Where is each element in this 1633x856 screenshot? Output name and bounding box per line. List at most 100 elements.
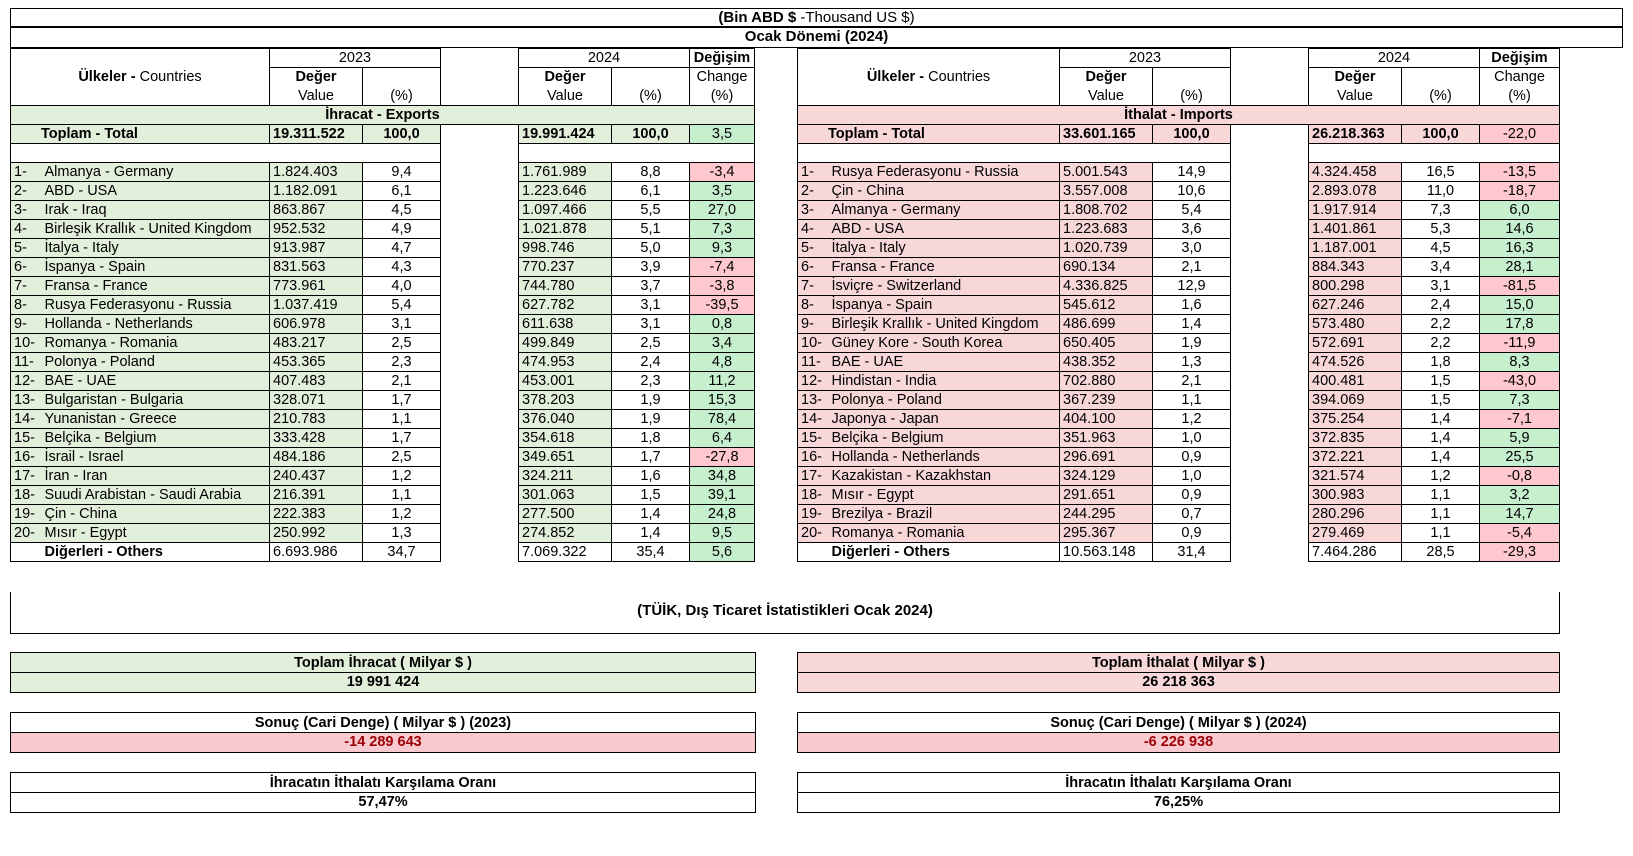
total-pct-2023: 100,0 xyxy=(362,124,441,144)
pct-2024-cell: 2,3 xyxy=(611,371,690,391)
rank-cell: 2- xyxy=(10,181,42,201)
pct-2024-cell: 1,2 xyxy=(1401,466,1480,486)
spacer-column xyxy=(440,143,519,163)
pct-2023-cell: 5,4 xyxy=(362,295,441,315)
countries-label-en: Countries xyxy=(135,69,202,85)
value-2023-cell: 250.992 xyxy=(269,523,363,543)
rank-cell: 3- xyxy=(797,200,829,220)
pct-2023-cell: 0,7 xyxy=(1152,504,1231,524)
pct-2024-cell: 1,5 xyxy=(1401,390,1480,410)
table-row: 8- İspanya - Spain 545.612 1,6 627.246 2,4 15,… xyxy=(797,295,1560,315)
value-2024-cell: 884.343 xyxy=(1308,257,1402,277)
value-header-tr: Değer xyxy=(1308,67,1402,87)
value-header-en: Value xyxy=(269,86,363,106)
value-2024-cell: 400.481 xyxy=(1308,371,1402,391)
change-cell: 39,1 xyxy=(689,485,755,505)
table-row: 13- Polonya - Poland 367.239 1,1 394.069 1,5 7… xyxy=(797,390,1560,410)
pct-2023-cell: 3,6 xyxy=(1152,219,1231,239)
others-value-2024: 7.464.286 xyxy=(1308,542,1402,562)
total-pct-2024: 100,0 xyxy=(1401,124,1480,144)
value-2023-cell: 863.867 xyxy=(269,200,363,220)
spacer-column xyxy=(440,352,519,372)
balance-2024-title: Sonuç (Cari Denge) ( Milyar $ ) (2024) xyxy=(797,712,1560,733)
pct-2023-cell: 2,1 xyxy=(1152,257,1231,277)
pct-2023-cell: 9,4 xyxy=(362,162,441,182)
total-pct-2023: 100,0 xyxy=(1152,124,1231,144)
balance-2023-title: Sonuç (Cari Denge) ( Milyar $ ) (2023) xyxy=(10,712,756,733)
balance-2024-value: -6 226 938 xyxy=(797,733,1560,753)
spacer-column xyxy=(440,219,519,239)
change-cell: 15,0 xyxy=(1479,295,1560,315)
others-pct-2023: 31,4 xyxy=(1152,542,1231,562)
country-cell: Japonya - Japan xyxy=(828,409,1060,429)
change-header-en: Change xyxy=(689,67,755,87)
value-2023-cell: 240.437 xyxy=(269,466,363,486)
change-cell: 16,3 xyxy=(1479,238,1560,258)
table-row: 14- Japonya - Japan 404.100 1,2 375.254 1,4 -7… xyxy=(797,409,1560,429)
total-imports-value: 26 218 363 xyxy=(797,673,1560,693)
change-cell: 9,3 xyxy=(689,238,755,258)
change-cell: 4,8 xyxy=(689,352,755,372)
value-2023-cell: 702.880 xyxy=(1059,371,1153,391)
table-row: 2- Çin - China 3.557.008 10,6 2.893.078 11,0-… xyxy=(797,181,1560,201)
pct-2024-cell: 1,5 xyxy=(611,485,690,505)
change-header-tr: Değişim xyxy=(689,48,755,68)
value-2024-cell: 1.021.878 xyxy=(518,219,612,239)
pct-2024-cell: 11,0 xyxy=(1401,181,1480,201)
pct-2023-cell: 1,4 xyxy=(1152,314,1231,334)
change-cell: -7,1 xyxy=(1479,409,1560,429)
country-cell: Mısır - Egypt xyxy=(41,523,270,543)
rank-cell: 8- xyxy=(10,295,42,315)
table-row: 18- Mısır - Egypt 291.651 0,9 300.983 1,1 3,2 xyxy=(797,485,1560,505)
coverage-left-box: İhracatın İthalatı Karşılama Oranı 57,47… xyxy=(10,772,756,813)
pct-header: (%) xyxy=(1152,86,1231,106)
pct-2024-cell: 1,8 xyxy=(611,428,690,448)
value-2024-cell: 375.254 xyxy=(1308,409,1402,429)
country-cell: Hindistan - India xyxy=(828,371,1060,391)
change-cell: 6,0 xyxy=(1479,200,1560,220)
value-2024-cell: 301.063 xyxy=(518,485,612,505)
pct-2023-cell: 2,5 xyxy=(362,447,441,467)
table-row: 15- Belçika - Belgium 333.428 1,7 354.618 1,8… xyxy=(10,428,755,448)
period-header: Ocak Dönemi (2024) xyxy=(10,27,1623,48)
spacer-column xyxy=(1230,390,1309,410)
table-row: 12- BAE - UAE 407.483 2,1 453.001 2,3 11,2 xyxy=(10,371,755,391)
others-row: Diğerleri - Others 10.563.148 31,4 7.464.28… xyxy=(797,542,1560,562)
pct-2024-cell: 2,5 xyxy=(611,333,690,353)
spacer-column xyxy=(1230,428,1309,448)
imports-panel: Ülkeler - Countries 2023 2024 Değişim Değer D… xyxy=(797,48,1560,562)
table-row: 19- Çin - China 222.383 1,2 277.500 1,4 24,8 xyxy=(10,504,755,524)
countries-label-tr: Ülkeler - xyxy=(78,69,136,85)
value-2024-cell: 277.500 xyxy=(518,504,612,524)
rank-cell: 8- xyxy=(797,295,829,315)
pct-2024-cell: 2,4 xyxy=(611,352,690,372)
spacer-column xyxy=(1230,162,1309,182)
rank-cell: 17- xyxy=(797,466,829,486)
country-cell: Polonya - Poland xyxy=(828,390,1060,410)
value-2023-cell: 324.129 xyxy=(1059,466,1153,486)
table-row: 1- Rusya Federasyonu - Russia 5.001.543 14,… xyxy=(797,162,1560,182)
table-row: 20- Mısır - Egypt 250.992 1,3 274.852 1,4 9,5 xyxy=(10,523,755,543)
pct-2023-cell: 1,3 xyxy=(362,523,441,543)
header-row-units: Value (%) Value (%) (%) xyxy=(798,86,1560,106)
change-cell: 17,8 xyxy=(1479,314,1560,334)
unit-bold: (Bin ABD $ xyxy=(718,9,797,26)
rank-cell: 1- xyxy=(797,162,829,182)
value-2024-cell: 300.983 xyxy=(1308,485,1402,505)
year-2024-header: 2024 xyxy=(518,48,690,68)
value-header-en: Value xyxy=(1059,86,1153,106)
spacer-column xyxy=(440,200,519,220)
spacer-column xyxy=(440,181,519,201)
pct-header: (%) xyxy=(362,86,441,106)
value-2023-cell: 650.405 xyxy=(1059,333,1153,353)
others-pct-2024: 28,5 xyxy=(1401,542,1480,562)
pct-2023-cell: 12,9 xyxy=(1152,276,1231,296)
coverage-right-title: İhracatın İthalatı Karşılama Oranı xyxy=(797,772,1560,793)
value-2023-cell: 328.071 xyxy=(269,390,363,410)
change-cell: -27,8 xyxy=(689,447,755,467)
change-cell: 34,8 xyxy=(689,466,755,486)
spacer-column xyxy=(1230,124,1309,144)
change-cell: 11,2 xyxy=(689,371,755,391)
pct-header: (%) xyxy=(689,86,755,106)
